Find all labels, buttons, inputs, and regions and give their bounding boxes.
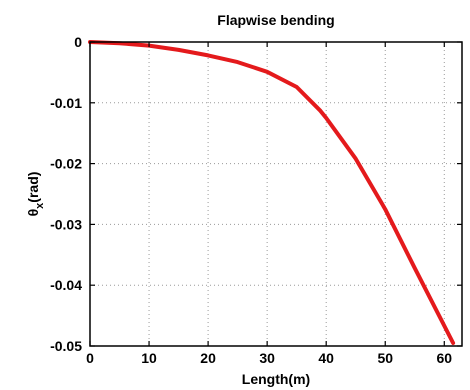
x-tick-label: 20 — [200, 350, 216, 366]
plot-area — [90, 42, 462, 346]
x-tick-label: 40 — [318, 350, 334, 366]
series-line — [88, 40, 456, 345]
gridlines — [90, 42, 462, 346]
x-tick-label: 60 — [436, 350, 452, 366]
y-tick-label: 0 — [74, 34, 82, 50]
chart-title: Flapwise bending — [217, 12, 334, 28]
y-tick-labels: 0 -0.01 -0.02 -0.03 -0.04 -0.05 — [50, 34, 82, 354]
y-axis-subscript: x — [34, 202, 46, 209]
y-tick-label: -0.03 — [50, 216, 82, 232]
y-tick-label: -0.01 — [50, 95, 82, 111]
x-tick-labels: 0 10 20 30 40 50 60 — [86, 350, 452, 366]
y-axis-symbol: θ — [25, 209, 41, 217]
y-axis-title: θx(rad) — [25, 172, 46, 217]
x-tick-label: 50 — [377, 350, 393, 366]
tick-marks — [89, 41, 462, 347]
x-tick-label: 10 — [141, 350, 157, 366]
y-tick-label: -0.05 — [50, 338, 82, 354]
x-axis-title: Length(m) — [242, 371, 310, 387]
y-tick-label: -0.04 — [50, 277, 82, 293]
x-tick-label: 30 — [259, 350, 275, 366]
data-layer — [88, 40, 456, 345]
y-tick-label: -0.02 — [50, 156, 82, 172]
y-axis-unit: (rad) — [25, 172, 41, 203]
plot-frame — [89, 41, 463, 347]
x-tick-label: 0 — [86, 350, 94, 366]
